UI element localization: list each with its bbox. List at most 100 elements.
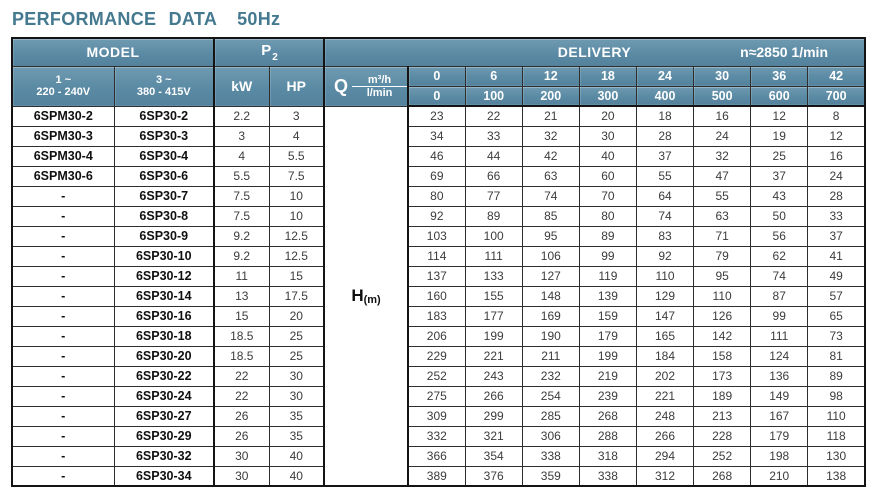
table-row: -6SP30-20 18.5 25 229 221 211 199 184 158 124 81: [11, 345, 866, 367]
model-3ph-cell: 6SP30-24: [113, 385, 215, 407]
kw-cell: 15: [213, 305, 270, 327]
kw-cell: 2.2: [213, 105, 270, 127]
model-3ph-cell: 6SP30-3: [113, 125, 215, 147]
head-value-cell: 179: [750, 425, 809, 447]
model-1ph-cell: -: [11, 465, 115, 487]
head-value-cell: 202: [635, 365, 695, 387]
model-1ph-cell: 6SPM30-4: [11, 145, 115, 167]
head-value-cell: 147: [635, 305, 695, 327]
head-value-cell: 126: [693, 305, 752, 327]
delivery-header: DELIVERY n≈2850 1/min: [323, 37, 866, 67]
three-phase-line1: 3 ~: [155, 74, 172, 86]
head-value-cell: 129: [635, 285, 695, 307]
flow-lmin-value: 200: [521, 85, 580, 107]
head-unit-cell: H(m): [323, 105, 410, 487]
model-header: MODEL: [11, 37, 215, 67]
flow-lmin-value: 400: [635, 85, 695, 107]
data-body: 6SPM30-2 6SP30-2 2.2 3 H(m) 23 22 21 20 18 16 12 8 6S…: [11, 105, 866, 487]
table-row: -6SP30-8 7.5 10 92 89 85 80 74 63 50 33: [11, 205, 866, 227]
head-value-cell: 232: [521, 365, 580, 387]
kw-cell: 9.2: [213, 225, 270, 247]
head-value-cell: 159: [578, 305, 637, 327]
head-value-cell: 74: [635, 205, 695, 227]
flow-m3h-value: 18: [578, 65, 637, 87]
hp-header: HP: [268, 65, 326, 107]
flow-m3h-value: 30: [693, 65, 752, 87]
model-1ph-cell: -: [11, 325, 115, 347]
head-value-cell: 167: [750, 405, 809, 427]
head-value-cell: 33: [807, 205, 866, 227]
model-1ph-cell: -: [11, 405, 115, 427]
p2-label: P: [261, 42, 272, 60]
head-value-cell: 136: [750, 365, 809, 387]
head-value-cell: 318: [578, 445, 637, 467]
head-value-cell: 210: [750, 465, 809, 487]
kw-cell: 4: [213, 145, 270, 167]
model-3ph-cell: 6SP30-4: [113, 145, 215, 167]
p2-header: P2: [213, 37, 326, 67]
head-value-cell: 24: [807, 165, 866, 187]
head-value-cell: 62: [750, 245, 809, 267]
head-value-cell: 74: [750, 265, 809, 287]
performance-table: MODEL P2 DELIVERY n≈2850 1/min 1 ~ 220 -…: [11, 37, 866, 487]
table-row: -6SP30-34 30 40 389 376 359 338 312 268 210 138: [11, 465, 866, 487]
head-value-cell: 110: [693, 285, 752, 307]
kw-cell: 26: [213, 405, 270, 427]
head-value-cell: 243: [464, 365, 523, 387]
head-value-cell: 366: [407, 445, 466, 467]
head-value-cell: 275: [407, 385, 466, 407]
kw-cell: 5.5: [213, 165, 270, 187]
kw-cell: 7.5: [213, 205, 270, 227]
head-value-cell: 12: [807, 125, 866, 147]
head-value-cell: 354: [464, 445, 523, 467]
head-value-cell: 294: [635, 445, 695, 467]
head-value-cell: 99: [578, 245, 637, 267]
head-value-cell: 85: [521, 205, 580, 227]
table-row: 6SPM30-6 6SP30-6 5.5 7.5 69 66 63 60 55 47 37 24: [11, 165, 866, 187]
model-3ph-cell: 6SP30-16: [113, 305, 215, 327]
head-value-cell: 160: [407, 285, 466, 307]
flow-m3h-value: 12: [521, 65, 580, 87]
kw-header: kW: [213, 65, 270, 107]
head-value-cell: 285: [521, 405, 580, 427]
model-3ph-cell: 6SP30-18: [113, 325, 215, 347]
head-value-cell: 63: [521, 165, 580, 187]
q-label: Q: [334, 75, 349, 96]
head-value-cell: 22: [464, 105, 523, 127]
head-value-cell: 33: [464, 125, 523, 147]
head-value-cell: 40: [578, 145, 637, 167]
hp-cell: 15: [268, 265, 326, 287]
model-1ph-cell: -: [11, 265, 115, 287]
head-value-cell: 60: [578, 165, 637, 187]
head-value-cell: 98: [807, 385, 866, 407]
flow-lmin-value: 0: [407, 85, 466, 107]
q-header: Q m³/h l/min: [323, 65, 410, 107]
delivery-label: DELIVERY: [557, 44, 632, 61]
table-row: -6SP30-10 9.2 12.5 114 111 106 99 92 79 62 41: [11, 245, 866, 267]
head-value-cell: 77: [464, 185, 523, 207]
head-value-cell: 111: [750, 325, 809, 347]
head-value-cell: 199: [464, 325, 523, 347]
head-value-cell: 139: [578, 285, 637, 307]
head-value-cell: 155: [464, 285, 523, 307]
head-label: H: [351, 285, 364, 305]
table-row: -6SP30-24 22 30 275 266 254 239 221 189 149 98: [11, 385, 866, 407]
head-value-cell: 338: [521, 445, 580, 467]
head-value-cell: 95: [693, 265, 752, 287]
model-1ph-cell: -: [11, 225, 115, 247]
hp-cell: 12.5: [268, 225, 326, 247]
hp-cell: 40: [268, 445, 326, 467]
head-value-cell: 169: [521, 305, 580, 327]
hp-cell: 25: [268, 325, 326, 347]
head-value-cell: 70: [578, 185, 637, 207]
head-value-cell: 179: [578, 325, 637, 347]
model-3ph-cell: 6SP30-10: [113, 245, 215, 267]
head-value-cell: 110: [635, 265, 695, 287]
flow-lmin-value: 500: [693, 85, 752, 107]
head-value-cell: 111: [464, 245, 523, 267]
head-value-cell: 199: [578, 345, 637, 367]
kw-cell: 26: [213, 425, 270, 447]
head-value-cell: 57: [807, 285, 866, 307]
head-value-cell: 89: [807, 365, 866, 387]
head-value-cell: 16: [807, 145, 866, 167]
